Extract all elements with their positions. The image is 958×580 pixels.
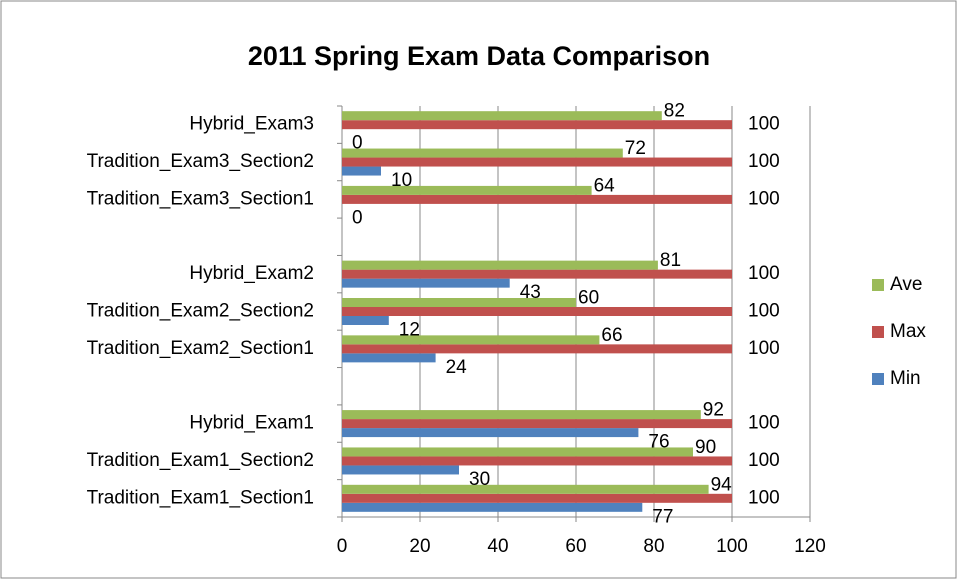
y-tick-label: Tradition_Exam2_Section1	[87, 338, 314, 359]
bar	[342, 260, 658, 270]
bar	[342, 335, 600, 345]
bar	[342, 278, 510, 288]
legend-label: Max	[890, 321, 926, 342]
bar	[342, 157, 732, 167]
x-tick-label: 40	[487, 536, 508, 557]
legend-swatch	[872, 279, 884, 291]
y-tick-label: Hybrid_Exam2	[189, 263, 314, 284]
data-label: 94	[711, 474, 733, 495]
data-label: 82	[664, 101, 685, 122]
legend-label: Min	[890, 368, 921, 389]
x-tick-label: 100	[716, 536, 748, 557]
legend-swatch	[872, 326, 884, 338]
y-tick-label: Tradition_Exam2_Section2	[87, 301, 314, 322]
x-tick-label: 0	[337, 536, 348, 557]
x-tick-label: 20	[409, 536, 430, 557]
data-label: 12	[399, 320, 420, 341]
data-label: 10	[391, 170, 412, 191]
y-tick-label: Hybrid_Exam1	[189, 413, 314, 434]
data-label: 64	[594, 175, 616, 196]
data-label: 43	[520, 282, 541, 303]
data-label: 0	[352, 133, 363, 154]
data-label: 30	[469, 469, 490, 490]
x-tick-label: 120	[794, 536, 826, 557]
data-label: 100	[748, 487, 780, 508]
legend-swatch	[872, 373, 884, 385]
data-label: 100	[748, 263, 780, 284]
bar	[342, 419, 732, 429]
y-tick-label: Tradition_Exam1_Section1	[87, 487, 314, 508]
data-label: 72	[625, 138, 646, 159]
legend-label: Ave	[890, 274, 922, 295]
data-label: 60	[578, 288, 599, 309]
data-label: 100	[748, 450, 780, 471]
bar	[342, 111, 662, 121]
data-label: 81	[660, 250, 681, 271]
bar	[342, 307, 732, 316]
data-label: 100	[748, 338, 780, 359]
bar	[342, 269, 732, 279]
data-label: 92	[703, 400, 724, 421]
bar	[342, 493, 732, 503]
data-label: 76	[648, 432, 669, 453]
data-label: 24	[446, 357, 468, 378]
data-label: 90	[695, 437, 716, 458]
bar	[342, 447, 693, 457]
data-label: 77	[652, 506, 673, 527]
bar	[342, 502, 643, 512]
bar	[342, 316, 389, 325]
data-label: 100	[748, 188, 780, 209]
y-tick-label: Tradition_Exam3_Section1	[87, 188, 314, 209]
data-label: 100	[748, 301, 780, 322]
bar	[342, 166, 381, 176]
data-label: 66	[601, 325, 622, 346]
bar	[342, 148, 623, 158]
bar	[342, 344, 732, 354]
bar	[342, 456, 732, 466]
data-label: 100	[748, 151, 780, 172]
bar	[342, 194, 732, 204]
bar	[342, 298, 576, 307]
bar	[342, 428, 639, 438]
x-tick-label: 80	[643, 536, 664, 557]
bar	[342, 484, 709, 494]
x-tick-label: 60	[565, 536, 586, 557]
bar	[342, 353, 436, 363]
bar	[342, 410, 701, 420]
bar	[342, 465, 459, 475]
y-tick-label: Tradition_Exam1_Section2	[87, 450, 314, 471]
bar	[342, 185, 592, 195]
bar	[342, 120, 732, 130]
data-label: 100	[748, 114, 780, 135]
y-tick-label: Tradition_Exam3_Section2	[87, 151, 314, 172]
data-label: 0	[352, 207, 363, 228]
chart-title: 2011 Spring Exam Data Comparison	[248, 41, 710, 71]
data-label: 100	[748, 413, 780, 434]
y-tick-label: Hybrid_Exam3	[189, 114, 314, 135]
